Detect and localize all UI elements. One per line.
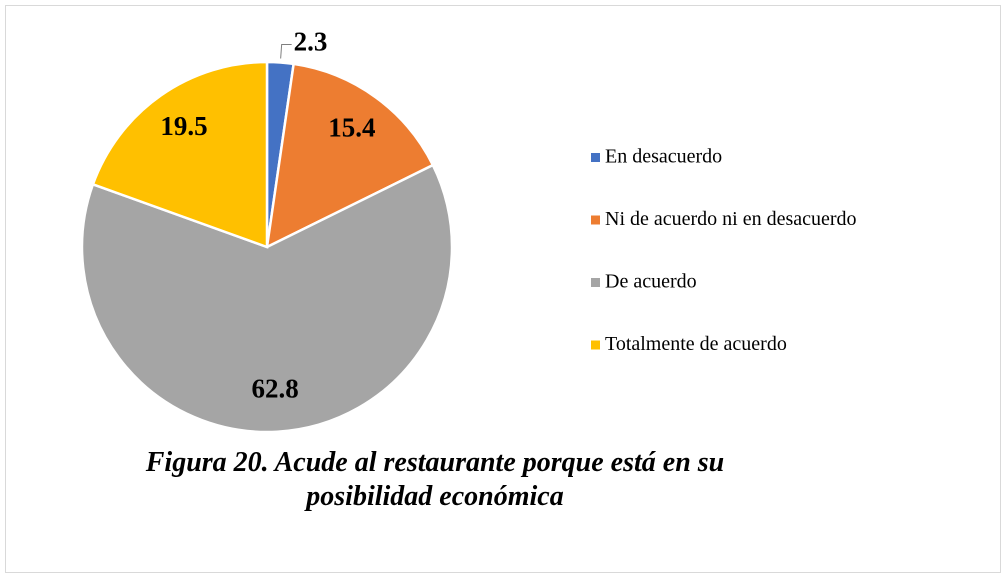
leader-line	[280, 44, 292, 59]
data-label: 15.4	[328, 112, 375, 142]
chart-frame	[5, 5, 1001, 573]
legend-label: Totalmente de acuerdo	[605, 333, 787, 355]
legend-label: En desacuerdo	[605, 146, 722, 168]
pie-slice	[265, 62, 435, 250]
legend-swatch	[591, 153, 600, 162]
legend-swatch	[591, 215, 600, 225]
pie-slice	[80, 163, 454, 434]
legend-swatch	[591, 340, 600, 350]
data-label: 62.8	[252, 373, 299, 403]
legend-label: De acuerdo	[605, 271, 697, 293]
data-label: 2.3	[294, 27, 328, 57]
chart-title: Figura 20. Acude al restaurante porque e…	[145, 447, 725, 512]
pie-slice	[91, 60, 269, 249]
legend-swatch	[591, 278, 600, 287]
data-label: 19.5	[160, 111, 207, 141]
legend-label: Ni de acuerdo ni en desacuerdo	[605, 208, 857, 230]
